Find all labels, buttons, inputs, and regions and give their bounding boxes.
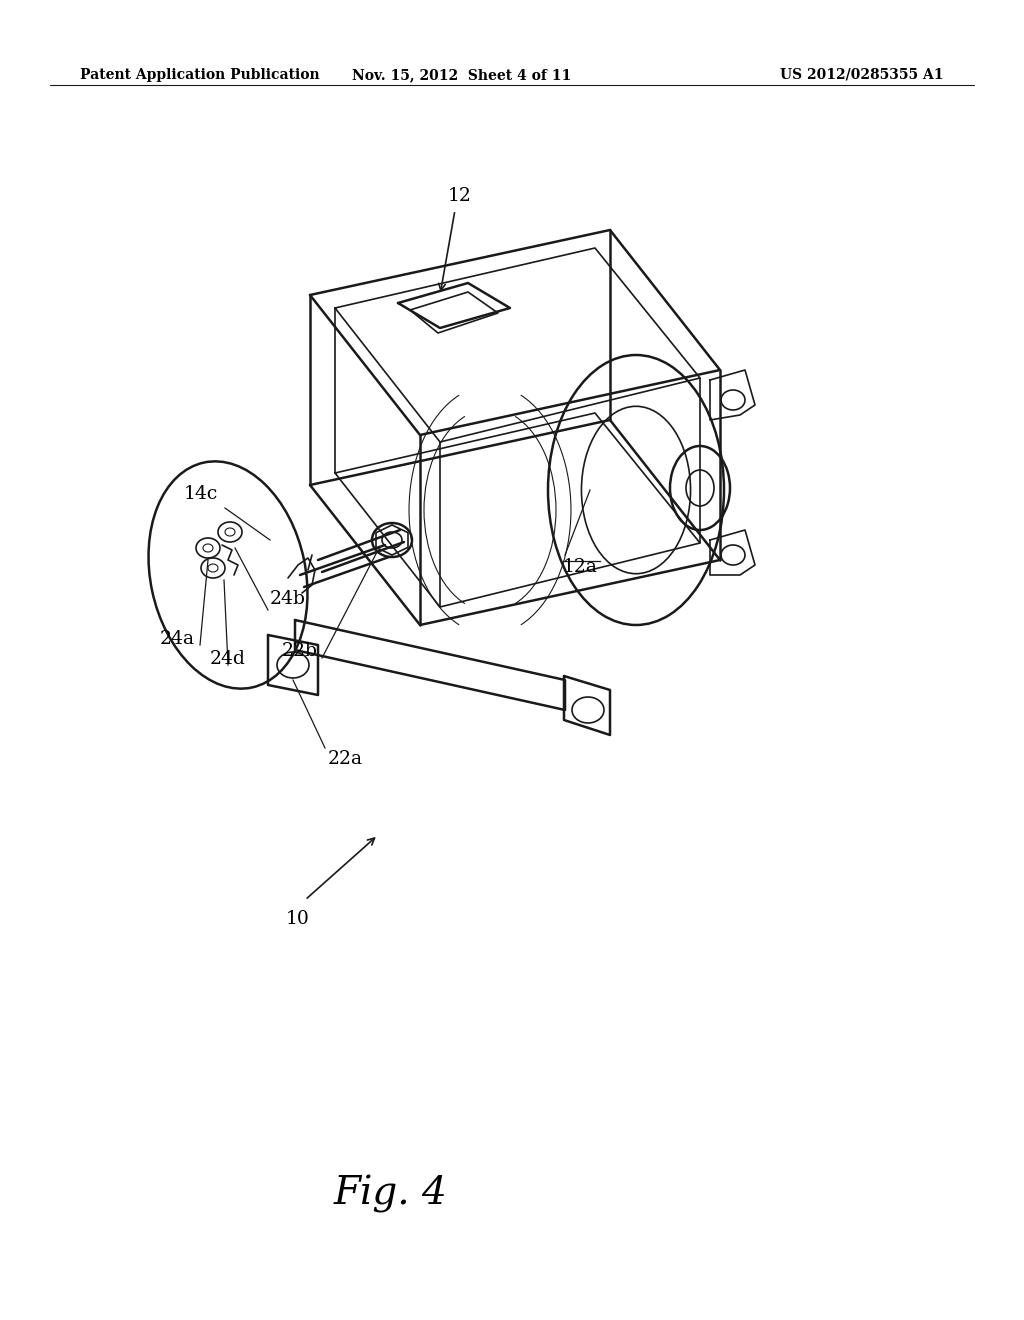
Text: Nov. 15, 2012  Sheet 4 of 11: Nov. 15, 2012 Sheet 4 of 11 [352, 69, 571, 82]
Text: 22a: 22a [328, 750, 362, 768]
Text: 14c: 14c [183, 484, 218, 503]
Text: 24a: 24a [160, 630, 195, 648]
Text: 12: 12 [449, 187, 472, 205]
Text: 10: 10 [286, 909, 310, 928]
Text: Patent Application Publication: Patent Application Publication [80, 69, 319, 82]
Text: 12a: 12a [563, 558, 598, 576]
Text: 24b: 24b [270, 590, 306, 609]
Text: Fig. 4: Fig. 4 [333, 1175, 446, 1213]
Text: 24d: 24d [210, 649, 246, 668]
Text: 22b: 22b [282, 642, 318, 660]
Text: US 2012/0285355 A1: US 2012/0285355 A1 [780, 69, 944, 82]
